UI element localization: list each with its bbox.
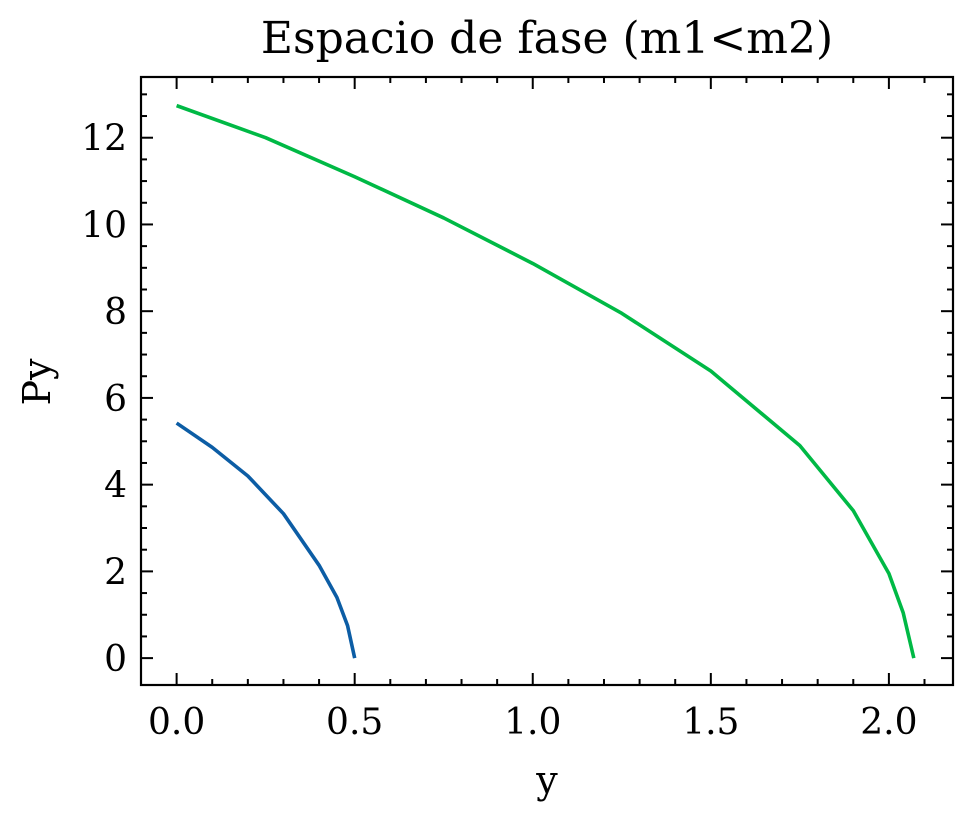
y-tick-label: 2 xyxy=(104,552,127,593)
x-tick-label: 0.0 xyxy=(148,702,205,743)
x-tick-label: 2.0 xyxy=(860,702,917,743)
chart-title: Espacio de fase (m1<m2) xyxy=(261,13,833,64)
x-tick-label: 0.5 xyxy=(326,702,383,743)
series-line-2 xyxy=(175,103,916,659)
series-line-1 xyxy=(175,421,357,659)
x-tick-label: 1.0 xyxy=(504,702,561,743)
y-tick-label: 6 xyxy=(104,379,127,420)
y-tick-label: 4 xyxy=(104,466,127,507)
axes-frame xyxy=(139,75,955,687)
x-axis-label: y xyxy=(535,758,558,802)
y-tick-label: 10 xyxy=(81,205,127,246)
plot-area xyxy=(175,103,916,659)
x-tick-label: 1.5 xyxy=(682,702,739,743)
y-axis-label: Py xyxy=(15,358,59,406)
axis-ticks: 0.0 0.5 1.0 1.5 2.0 0 2 4 6 8 10 12 xyxy=(81,77,953,743)
y-tick-label: 12 xyxy=(81,119,127,160)
y-tick-label: 8 xyxy=(104,292,127,333)
y-tick-label: 0 xyxy=(104,639,127,680)
